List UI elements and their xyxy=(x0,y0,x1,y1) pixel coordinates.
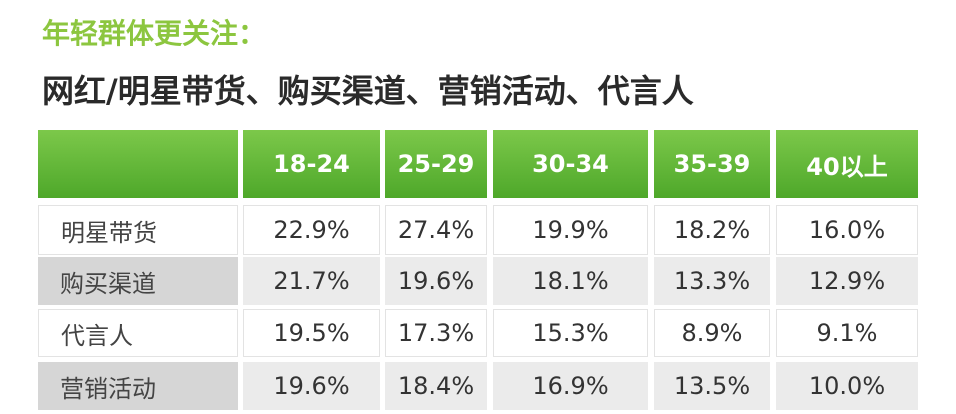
row-label: 营销活动 xyxy=(38,362,238,410)
row-label: 明星带货 xyxy=(38,205,238,255)
table-cell: 22.9% xyxy=(243,205,380,255)
table-cell: 8.9% xyxy=(654,309,770,357)
table-cell: 19.9% xyxy=(493,205,648,255)
row-label: 代言人 xyxy=(38,309,238,357)
subtitle: 网红/明星带货、购买渠道、营销活动、代言人 xyxy=(42,72,694,110)
table-cell: 10.0% xyxy=(776,362,918,410)
row-label: 购买渠道 xyxy=(38,257,238,305)
table-cell: 12.9% xyxy=(776,257,918,305)
table-cell: 18.1% xyxy=(493,257,648,305)
column-header: 25-29 xyxy=(385,130,487,198)
header-cell xyxy=(38,130,238,198)
table-cell: 13.3% xyxy=(654,257,770,305)
table-cell: 13.5% xyxy=(654,362,770,410)
title: 年轻群体更关注： xyxy=(42,17,267,50)
column-header: 18-24 xyxy=(243,130,380,198)
table-cell: 16.0% xyxy=(776,205,918,255)
table-cell: 15.3% xyxy=(493,309,648,357)
column-header: 30-34 xyxy=(493,130,648,198)
table-cell: 17.3% xyxy=(385,309,487,357)
table-cell: 18.2% xyxy=(654,205,770,255)
column-header: 35-39 xyxy=(654,130,770,198)
table-cell: 19.6% xyxy=(385,257,487,305)
table-cell: 18.4% xyxy=(385,362,487,410)
table-cell: 19.6% xyxy=(243,362,380,410)
column-header: 40以上 xyxy=(776,130,918,198)
table-cell: 19.5% xyxy=(243,309,380,357)
table-cell: 9.1% xyxy=(776,309,918,357)
table-cell: 21.7% xyxy=(243,257,380,305)
table-cell: 27.4% xyxy=(385,205,487,255)
table-cell: 16.9% xyxy=(493,362,648,410)
